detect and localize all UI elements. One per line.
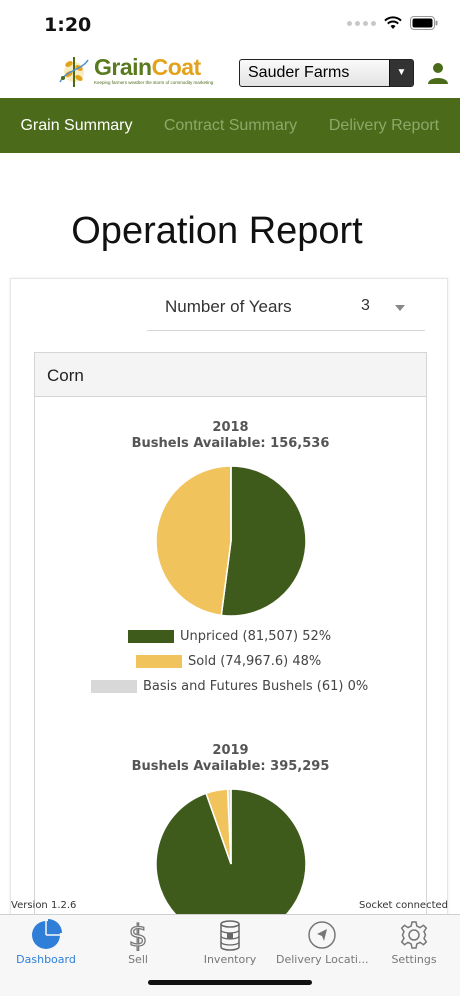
legend-label: Sold (74,967.6) 48% xyxy=(188,654,322,669)
legend-swatch xyxy=(128,630,174,643)
user-icon[interactable] xyxy=(426,61,450,85)
app-header: GrainCoat Keeping farmers weather the st… xyxy=(0,48,460,98)
nav-label: Delivery Locati... xyxy=(276,953,369,966)
silo-icon xyxy=(220,920,240,951)
status-time: 1:20 xyxy=(44,14,92,36)
years-select[interactable]: Number of Years 3 xyxy=(147,285,425,331)
status-bar: 1:20 xyxy=(0,0,460,48)
page-title: Operation Report xyxy=(71,210,363,252)
legend-swatch xyxy=(91,680,137,693)
status-icons xyxy=(347,16,438,30)
svg-text:$: $ xyxy=(128,919,147,951)
nav-inventory[interactable]: Inventory xyxy=(184,915,276,975)
legend-label: Basis and Futures Bushels (61) 0% xyxy=(143,679,369,694)
logo-tagline: Keeping farmers weather the storm of com… xyxy=(94,80,214,85)
report-tabs: Grain Summary Contract Summary Delivery … xyxy=(0,98,460,153)
bottom-nav: Dashboard $ Sell Inventory Delivery Loca… xyxy=(0,914,460,996)
farm-select-value: Sauder Farms xyxy=(248,64,350,81)
crop-panel: Corn 2018 Bushels Available: 156,536 Unp… xyxy=(34,352,427,918)
tab-contract-summary[interactable]: Contract Summary xyxy=(163,117,298,134)
nav-delivery-locations[interactable]: Delivery Locati... xyxy=(276,915,368,975)
logo-wordmark: GrainCoat xyxy=(94,54,201,80)
nav-label: Settings xyxy=(391,953,437,966)
years-select-label: Number of Years xyxy=(165,297,292,316)
tab-delivery-report[interactable]: Delivery Report xyxy=(328,117,440,134)
chart-title: 2019 xyxy=(212,743,249,758)
chart-subtitle: Bushels Available: 395,295 xyxy=(131,759,330,774)
chart-title: 2018 xyxy=(212,420,249,435)
pie-slice-sold[interactable] xyxy=(155,465,232,617)
report-card: Number of Years 3 Corn 2018 Bushels Avai… xyxy=(10,278,448,918)
graincoat-logo[interactable]: GrainCoat Keeping farmers weather the st… xyxy=(54,50,213,94)
gear-icon xyxy=(400,921,428,949)
nav-dashboard[interactable]: Dashboard xyxy=(0,915,92,975)
chevron-down-icon: ▼ xyxy=(389,60,413,86)
years-select-value: 3 xyxy=(361,297,370,314)
wifi-icon xyxy=(384,16,402,29)
pie-chart-2019 xyxy=(155,788,307,918)
nav-sell[interactable]: $ Sell xyxy=(92,915,184,975)
signal-icon xyxy=(347,20,376,26)
crop-title: Corn xyxy=(47,366,84,385)
pie-slice-unpriced[interactable] xyxy=(155,788,307,918)
chart-subtitle: Bushels Available: 156,536 xyxy=(131,436,330,451)
socket-status: Socket connected xyxy=(358,900,448,911)
crop-header: Corn xyxy=(35,353,426,397)
dollar-icon: $ xyxy=(128,919,148,951)
home-indicator xyxy=(148,980,312,985)
logo-emblem-icon xyxy=(59,57,89,87)
pie-chart-icon xyxy=(32,919,62,949)
battery-icon xyxy=(410,16,438,30)
nav-label: Dashboard xyxy=(16,953,76,966)
nav-label: Inventory xyxy=(203,953,257,966)
nav-settings[interactable]: Settings xyxy=(368,915,460,975)
caret-down-icon xyxy=(395,305,405,311)
pie-slice-unpriced[interactable] xyxy=(220,465,307,617)
pie-slice-basis-and-futures-bushels[interactable] xyxy=(226,788,232,865)
pie-chart-2018 xyxy=(155,465,307,617)
version-label: Version 1.2.6 xyxy=(11,900,77,911)
legend-swatch xyxy=(136,655,182,668)
navigation-icon xyxy=(308,921,336,949)
tab-grain-summary[interactable]: Grain Summary xyxy=(20,117,133,134)
nav-label: Sell xyxy=(128,953,148,966)
legend-label: Unpriced (81,507) 52% xyxy=(180,629,332,644)
farm-select[interactable]: Sauder Farms ▼ xyxy=(239,59,414,87)
